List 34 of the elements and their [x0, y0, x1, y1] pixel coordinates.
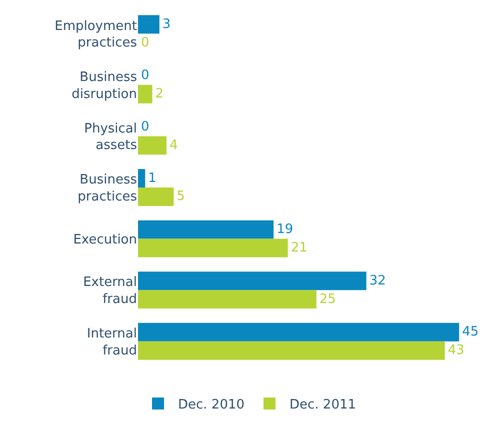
legend-label: Dec. 2010: [178, 398, 245, 413]
bar: [138, 15, 160, 34]
bar: [138, 322, 460, 342]
bar: [138, 341, 445, 360]
bar: [138, 169, 146, 188]
data-label: 45: [462, 324, 479, 340]
bar: [138, 272, 366, 290]
data-label: 1: [148, 170, 156, 186]
data-label: 25: [319, 292, 336, 307]
data-label: 4: [170, 138, 178, 153]
y-tick-label: Employment practices: [54, 18, 138, 51]
bar: [138, 290, 316, 309]
data-label: 19: [276, 222, 294, 238]
data-label: 0: [141, 119, 150, 134]
data-label: 0: [141, 35, 150, 50]
bar: [138, 238, 288, 258]
y-tick-label: Physical assets: [84, 121, 138, 154]
y-tick-label: Business disruption: [72, 70, 138, 102]
bar: [138, 136, 167, 155]
legend-label: Dec. 2011: [290, 398, 356, 413]
data-label: 2: [155, 86, 164, 102]
data-label: 5: [176, 189, 185, 204]
data-label: 43: [448, 343, 464, 358]
bar: [138, 220, 274, 239]
y-tick-label: Business practices: [78, 172, 138, 204]
y-tick-label: Execution: [73, 232, 137, 248]
data-label: 3: [162, 16, 171, 32]
data-label: 0: [141, 68, 150, 84]
bar: [138, 84, 152, 104]
y-tick-label: Internal fraud: [86, 326, 137, 358]
data-label: 21: [290, 240, 308, 256]
data-label: 32: [369, 273, 386, 288]
y-tick-label: External fraud: [83, 275, 137, 308]
bar: [138, 188, 174, 206]
